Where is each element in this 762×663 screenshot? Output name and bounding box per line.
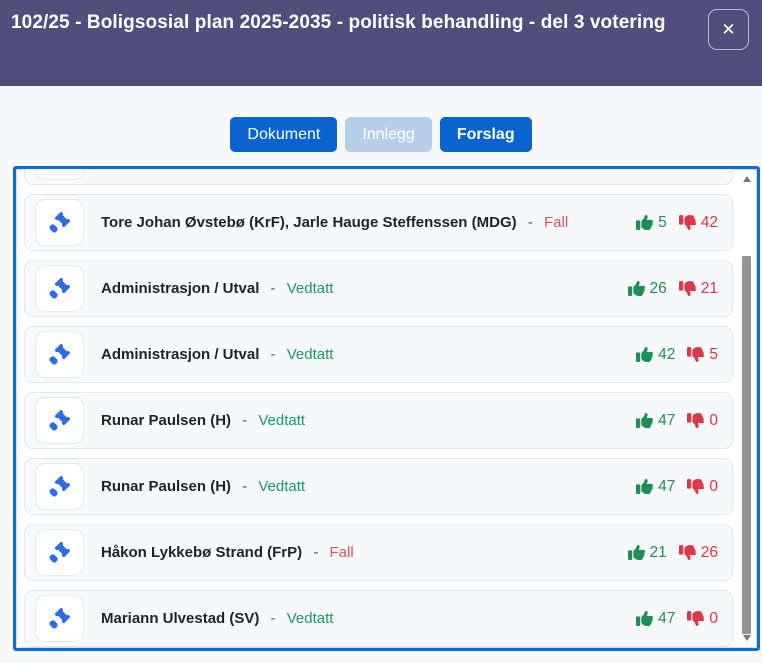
gavel-icon — [35, 169, 84, 180]
thumbs-down-icon — [687, 611, 705, 626]
dialog-header: 102/25 - Boligsosial plan 2025-2035 - po… — [0, 0, 762, 86]
result-separator: - — [242, 478, 248, 495]
proposer-name: Mariann Ulvestad (SV) — [101, 610, 260, 627]
tab-forslag[interactable]: Forslag — [439, 117, 532, 152]
vote-counts: 47 0 — [636, 610, 718, 628]
proposer-name: Runar Paulsen (H) — [101, 412, 232, 429]
thumbs-down-icon — [678, 545, 696, 560]
thumbs-down-count: 0 — [709, 609, 718, 627]
vote-result: Vedtatt — [258, 412, 306, 429]
gavel-icon — [35, 529, 84, 576]
vote-result: Fall — [329, 544, 354, 561]
thumbs-up-icon — [627, 281, 645, 296]
vote-result: Vedtatt — [258, 478, 306, 495]
vote-result: Fall — [543, 214, 569, 231]
thumbs-up-count: 5 — [658, 213, 667, 231]
thumbs-down-icon — [678, 281, 696, 296]
vote-counts: 47 0 — [636, 478, 718, 496]
vote-row[interactable]: Håkon Lykkebø Strand (FrP) - Fall 21 26 — [24, 524, 733, 581]
dialog-body: Dokument Innlegg Forslag Tore Johan Øvst… — [0, 86, 762, 663]
thumbs-down-icon — [687, 479, 705, 494]
result-separator: - — [527, 214, 533, 231]
gavel-icon — [35, 331, 84, 378]
proposer-name: Administrasjon / Utval — [101, 280, 260, 297]
thumbs-up-count: 47 — [658, 609, 676, 627]
gavel-icon — [35, 463, 84, 510]
thumbs-down-count: 26 — [700, 543, 718, 561]
thumbs-up-icon — [636, 479, 654, 494]
result-separator: - — [270, 610, 276, 627]
close-button[interactable]: ✕ — [708, 9, 749, 50]
votes-panel: Tore Johan Øvstebø (KrF), Jarle Hauge St… — [13, 166, 760, 651]
thumbs-down-count: 0 — [709, 411, 718, 429]
close-icon: ✕ — [721, 20, 736, 39]
thumbs-down-icon — [678, 215, 696, 230]
thumbs-up-icon — [636, 215, 654, 230]
dialog-title: 102/25 - Boligsosial plan 2025-2035 - po… — [11, 12, 666, 33]
thumbs-up-icon — [627, 545, 645, 560]
thumbs-up-icon — [636, 413, 654, 428]
thumbs-up-count: 21 — [649, 543, 667, 561]
result-separator: - — [242, 412, 248, 429]
vote-list: Tore Johan Øvstebø (KrF), Jarle Hauge St… — [16, 169, 757, 647]
vote-counts: 5 42 — [636, 214, 718, 232]
vote-row[interactable]: Administrasjon / Utval - Vedtatt 26 21 — [24, 260, 733, 317]
tab-innlegg[interactable]: Innlegg — [345, 117, 432, 152]
scrollbar[interactable] — [740, 171, 754, 646]
thumbs-up-icon — [636, 611, 654, 626]
proposer-name: Tore Johan Øvstebø (KrF), Jarle Hauge St… — [101, 214, 517, 231]
thumbs-down-count: 0 — [709, 477, 718, 495]
scrollbar-thumb[interactable] — [742, 256, 751, 634]
thumbs-down-count: 21 — [700, 279, 718, 297]
vote-row[interactable] — [24, 169, 733, 185]
gavel-icon — [35, 199, 84, 246]
result-separator: - — [270, 280, 276, 297]
thumbs-down-count: 5 — [709, 345, 718, 363]
proposer-name: Runar Paulsen (H) — [101, 478, 232, 495]
thumbs-down-icon — [687, 347, 705, 362]
result-separator: - — [270, 346, 276, 363]
scrollbar-down-arrow[interactable] — [743, 635, 751, 641]
gavel-icon — [35, 397, 84, 444]
vote-row[interactable]: Mariann Ulvestad (SV) - Vedtatt 47 0 — [24, 590, 733, 647]
vote-row[interactable]: Runar Paulsen (H) - Vedtatt 47 0 — [24, 458, 733, 515]
scrollbar-up-arrow[interactable] — [743, 176, 751, 182]
proposer-name: Administrasjon / Utval — [101, 346, 260, 363]
thumbs-up-count: 47 — [658, 411, 676, 429]
vote-counts: 21 26 — [627, 543, 718, 562]
vote-counts: 42 5 — [636, 346, 718, 364]
vote-row[interactable]: Administrasjon / Utval - Vedtatt 42 5 — [24, 326, 733, 383]
vote-row[interactable]: Runar Paulsen (H) - Vedtatt 47 0 — [24, 392, 733, 449]
thumbs-down-count: 42 — [700, 213, 718, 231]
tab-dokument[interactable]: Dokument — [230, 117, 338, 152]
vote-result: Vedtatt — [286, 346, 334, 363]
vote-result: Vedtatt — [286, 280, 334, 297]
gavel-icon — [35, 595, 84, 642]
thumbs-down-icon — [687, 413, 705, 428]
vote-counts: 26 21 — [627, 279, 718, 298]
vote-result: Vedtatt — [286, 610, 334, 627]
thumbs-up-count: 47 — [658, 477, 676, 495]
thumbs-up-count: 26 — [649, 279, 667, 297]
vote-counts: 47 0 — [636, 412, 718, 430]
thumbs-up-count: 42 — [658, 345, 676, 363]
gavel-icon — [35, 265, 84, 312]
tab-row: Dokument Innlegg Forslag — [0, 86, 762, 152]
result-separator: - — [313, 544, 319, 561]
vote-row[interactable]: Tore Johan Øvstebø (KrF), Jarle Hauge St… — [24, 194, 733, 251]
thumbs-up-icon — [636, 347, 654, 362]
proposer-name: Håkon Lykkebø Strand (FrP) — [101, 544, 303, 561]
